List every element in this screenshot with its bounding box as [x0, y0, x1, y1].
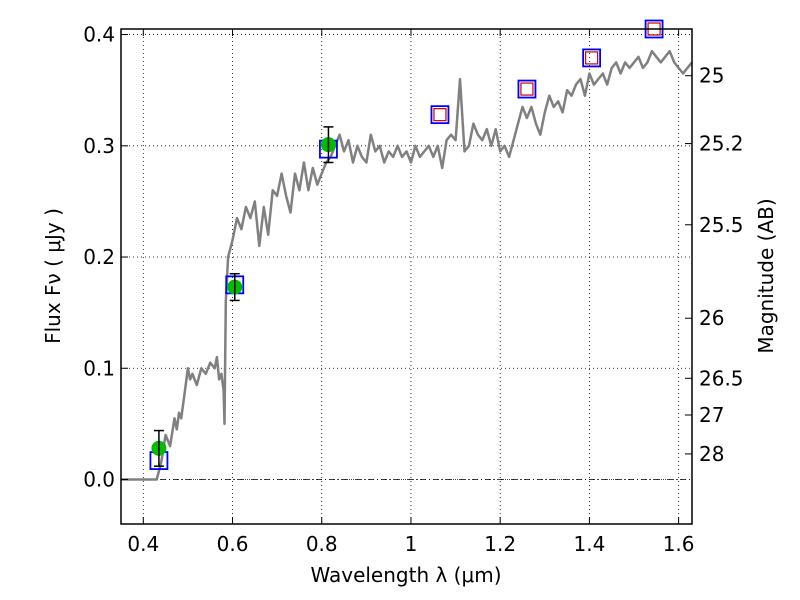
- model-photometry-square: [582, 48, 602, 68]
- y-axis-label: Flux Fν ( μJy ): [41, 208, 65, 344]
- x-tick-label: 0.4: [127, 532, 159, 556]
- y-tick-label: 0.4: [83, 23, 115, 47]
- spectrum-line: [121, 49, 693, 481]
- y-tick-label: 0.0: [83, 468, 115, 492]
- mag-tick-label: 28: [699, 442, 724, 466]
- x-tick-label: 1: [405, 532, 418, 556]
- mag-tick-label: 25.2: [699, 132, 744, 156]
- y-tick-label: 0.2: [83, 245, 115, 269]
- x-tick-label: 1.2: [484, 532, 516, 556]
- mag-tick-label: 27: [699, 403, 724, 427]
- predicted-flux-square: [520, 82, 534, 96]
- mag-tick-label: 25.5: [699, 213, 744, 237]
- spectrum-series: [121, 49, 693, 481]
- x-axis-label: Wavelength λ (μm): [310, 563, 501, 587]
- mag-tick-label: 25: [699, 64, 724, 88]
- predicted-flux-square: [585, 51, 599, 65]
- axis-ticks: 0.4 0.6 0.8 1 1.2 1.4 1.6 0.0 0.1 0.2 0.3 0.4 25 25.2…: [83, 23, 743, 556]
- x-tick-label: 0.8: [306, 532, 338, 556]
- mag-tick-label: 26: [699, 306, 724, 330]
- y-axis-right-label: Magnitude (AB): [754, 198, 778, 353]
- x-tick-label: 1.6: [663, 532, 695, 556]
- x-tick-label: 0.6: [217, 532, 249, 556]
- mag-tick-label: 26.5: [699, 366, 744, 390]
- plot-frame: [120, 28, 693, 525]
- model-photometry-square: [430, 105, 450, 125]
- model-photometry-square: [517, 79, 537, 99]
- predicted-flux-square: [433, 108, 447, 122]
- y-tick-label: 0.3: [83, 134, 115, 158]
- x-tick-label: 1.4: [573, 532, 605, 556]
- y-tick-label: 0.1: [83, 356, 115, 380]
- grid: [121, 29, 692, 524]
